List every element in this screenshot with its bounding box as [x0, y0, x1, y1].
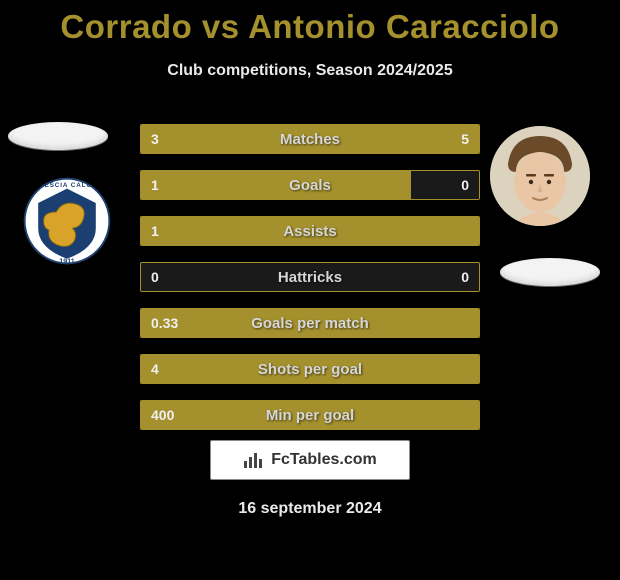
- stat-row: 4Shots per goal: [140, 354, 480, 384]
- bar-chart-icon: [243, 451, 265, 469]
- attribution-box: FcTables.com: [210, 440, 410, 480]
- stat-label: Goals: [141, 171, 479, 199]
- attribution-label: FcTables.com: [271, 451, 377, 469]
- svg-text:1911: 1911: [59, 256, 75, 265]
- stat-label: Min per goal: [141, 401, 479, 429]
- stat-row: 1Assists: [140, 216, 480, 246]
- date-label: 16 september 2024: [0, 500, 620, 518]
- stat-row: 10Goals: [140, 170, 480, 200]
- svg-text:BRESCIA CALCIO: BRESCIA CALCIO: [34, 182, 101, 189]
- stat-row: 35Matches: [140, 124, 480, 154]
- stat-label: Matches: [141, 125, 479, 153]
- player-right-avatar: [490, 126, 590, 226]
- page-title: Corrado vs Antonio Caracciolo: [0, 8, 620, 46]
- stat-label: Assists: [141, 217, 479, 245]
- player-right-chip: [500, 258, 600, 286]
- comparison-infographic: Corrado vs Antonio Caracciolo Club compe…: [0, 0, 620, 580]
- stat-row: 0.33Goals per match: [140, 308, 480, 338]
- stat-label: Shots per goal: [141, 355, 479, 383]
- comparison-bars: 35Matches 10Goals 1Assists 00Hattricks 0.33G…: [140, 124, 480, 446]
- stat-row: 400Min per goal: [140, 400, 480, 430]
- brescia-crest-icon: BRESCIA CALCIO 1911: [22, 176, 112, 266]
- subtitle: Club competitions, Season 2024/2025: [0, 62, 620, 80]
- stat-row: 00Hattricks: [140, 262, 480, 292]
- stat-label: Hattricks: [141, 263, 479, 291]
- player-left-crest: BRESCIA CALCIO 1911: [22, 176, 112, 266]
- player-left-chip: [8, 122, 108, 150]
- stat-label: Goals per match: [141, 309, 479, 337]
- player-photo-placeholder-icon: [490, 126, 590, 226]
